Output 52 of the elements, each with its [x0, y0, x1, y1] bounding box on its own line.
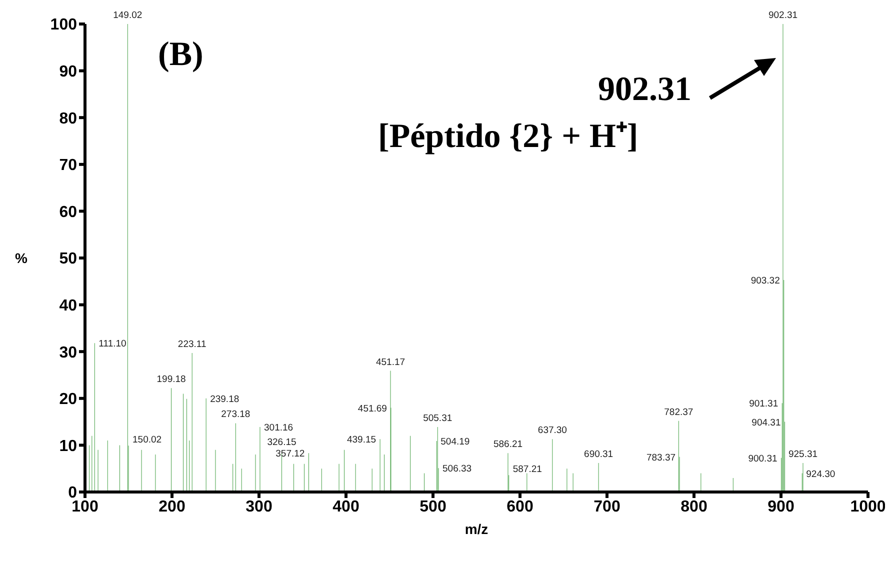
y-tick-label: 90: [59, 63, 78, 80]
annotation: 451.17: [376, 356, 406, 368]
annotation: 149.02: [113, 10, 142, 21]
x-tick-label: 500: [420, 498, 446, 516]
annotation: 690.31: [584, 448, 614, 460]
annotation: [Péptido {2} + H⁺]: [378, 118, 638, 155]
annotation: 903.32: [750, 275, 780, 286]
annotation: 783.37: [646, 452, 676, 464]
annotation: 111.10: [98, 338, 126, 350]
annotation: 223.11: [178, 339, 206, 350]
annotation: 902.31: [598, 71, 692, 108]
annotation: (B): [158, 36, 204, 73]
annotation: 782.37: [664, 406, 694, 418]
x-tick-label: 300: [246, 498, 272, 516]
y-tick-label: 10: [59, 438, 78, 455]
x-tick-label: 200: [158, 498, 186, 516]
x-tick-label: 400: [332, 498, 360, 516]
x-tick-label: 1000: [850, 498, 886, 516]
y-tick-label: 50: [59, 250, 78, 268]
annotation: 326.15: [267, 436, 296, 448]
y-tick-label: 30: [59, 344, 78, 362]
y-tick-label: 100: [50, 16, 78, 34]
annotation: 904.31: [752, 417, 781, 428]
y-tick-label: 20: [59, 391, 78, 408]
annotation: 506.33: [442, 464, 472, 475]
x-tick-label: 700: [594, 498, 620, 516]
annotation: 902.31: [768, 10, 798, 21]
y-tick-label: 70: [59, 157, 78, 174]
x-tick-label: 600: [506, 498, 534, 516]
annotation: 451.69: [358, 403, 387, 414]
annotation: 924.30: [806, 468, 836, 480]
annotation: 586.21: [493, 439, 523, 450]
annotation: 239.18: [210, 394, 240, 405]
y-tick-label: 60: [59, 204, 78, 221]
annotation: 637.30: [538, 425, 567, 436]
annotation: 504.19: [440, 436, 470, 448]
annotation: 925.31: [788, 448, 818, 460]
annotation: 150.02: [132, 434, 162, 446]
y-axis-title: %: [15, 250, 28, 266]
annotation: 439.15: [347, 434, 376, 446]
x-axis-title: m/z: [464, 521, 488, 537]
y-tick-label: 40: [59, 297, 78, 314]
annotation: 301.16: [264, 422, 294, 434]
annotation: 505.31: [423, 412, 452, 424]
x-tick-label: 800: [680, 498, 708, 516]
x-tick-label: 900: [768, 498, 794, 516]
y-tick-label: 80: [59, 110, 78, 128]
annotation: 587.21: [512, 464, 542, 476]
annotation: 199.18: [156, 374, 186, 386]
annotation: 273.18: [221, 409, 250, 420]
annotation: 900.31: [748, 453, 778, 464]
annotation: 901.31: [749, 398, 778, 410]
